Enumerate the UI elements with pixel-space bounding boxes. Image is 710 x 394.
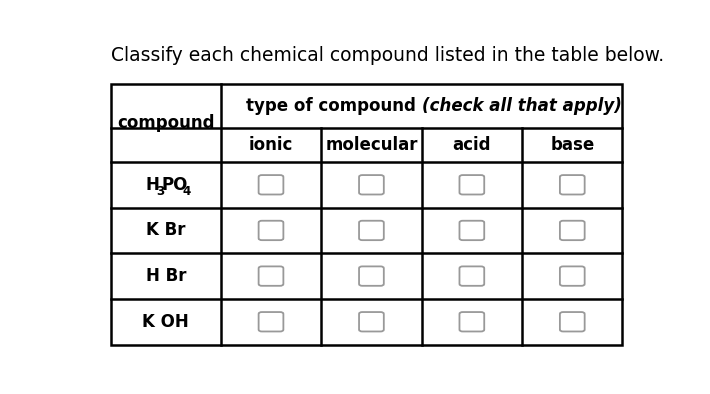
FancyBboxPatch shape bbox=[258, 221, 283, 240]
FancyBboxPatch shape bbox=[359, 266, 384, 286]
FancyBboxPatch shape bbox=[459, 266, 484, 286]
FancyBboxPatch shape bbox=[459, 175, 484, 195]
Text: type of compound: type of compound bbox=[246, 97, 422, 115]
FancyBboxPatch shape bbox=[359, 175, 384, 195]
FancyBboxPatch shape bbox=[258, 266, 283, 286]
Text: 4: 4 bbox=[182, 185, 190, 198]
FancyBboxPatch shape bbox=[459, 221, 484, 240]
FancyBboxPatch shape bbox=[459, 312, 484, 331]
Text: H Br: H Br bbox=[146, 267, 186, 285]
Bar bbox=[111, 84, 623, 345]
Text: K OH: K OH bbox=[143, 313, 189, 331]
FancyBboxPatch shape bbox=[258, 312, 283, 331]
Text: ionic: ionic bbox=[248, 136, 293, 154]
Text: PO: PO bbox=[162, 176, 188, 194]
Text: 3: 3 bbox=[156, 185, 165, 198]
FancyBboxPatch shape bbox=[560, 221, 584, 240]
FancyBboxPatch shape bbox=[560, 312, 584, 331]
Text: molecular: molecular bbox=[325, 136, 417, 154]
FancyBboxPatch shape bbox=[258, 175, 283, 195]
FancyBboxPatch shape bbox=[359, 221, 384, 240]
Text: base: base bbox=[550, 136, 594, 154]
FancyBboxPatch shape bbox=[359, 312, 384, 331]
Text: H: H bbox=[146, 176, 159, 194]
Text: K Br: K Br bbox=[146, 221, 185, 240]
Text: compound: compound bbox=[117, 114, 214, 132]
FancyBboxPatch shape bbox=[560, 175, 584, 195]
Text: (check all that apply): (check all that apply) bbox=[422, 97, 621, 115]
Text: acid: acid bbox=[452, 136, 491, 154]
FancyBboxPatch shape bbox=[560, 266, 584, 286]
Text: Classify each chemical compound listed in the table below.: Classify each chemical compound listed i… bbox=[111, 46, 664, 65]
